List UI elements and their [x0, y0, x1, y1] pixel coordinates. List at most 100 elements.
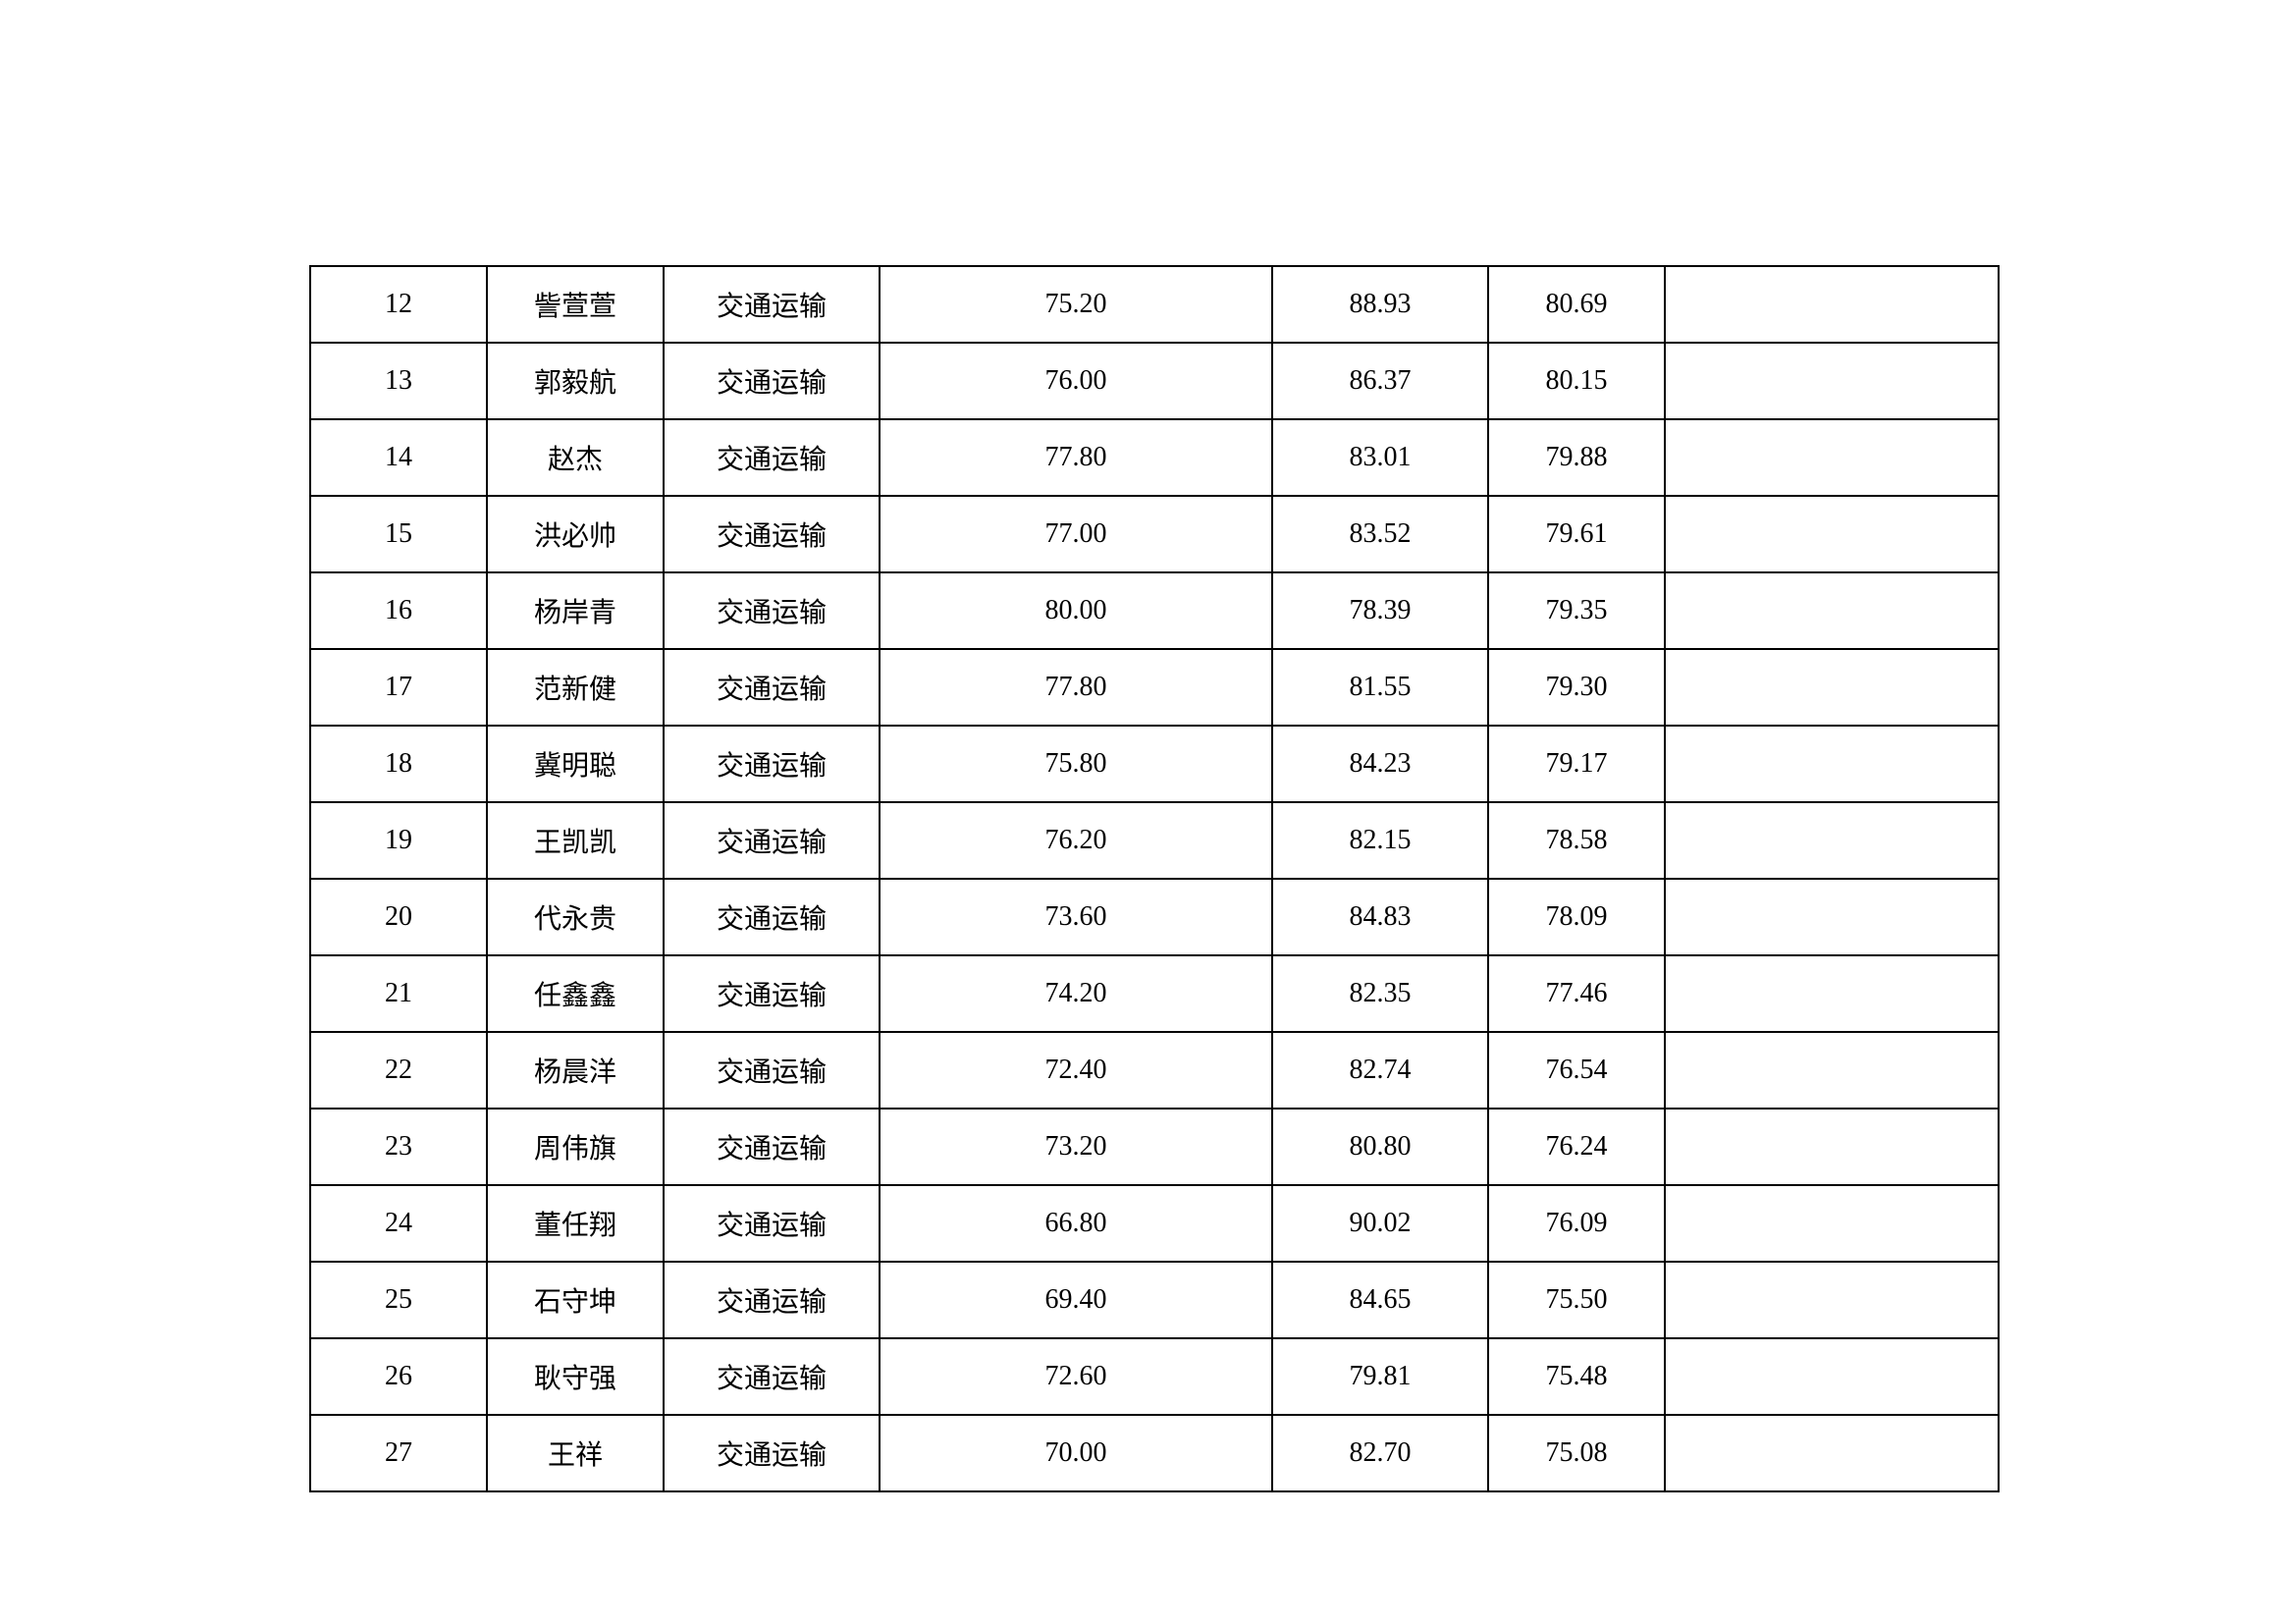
table-cell: 77.80: [880, 649, 1272, 726]
table-cell: 75.20: [880, 266, 1272, 343]
table-cell: 79.17: [1488, 726, 1665, 802]
table-cell: [1665, 419, 1999, 496]
table-row: 23周伟旗交通运输73.2080.8076.24: [310, 1109, 1999, 1185]
table-cell: 18: [310, 726, 487, 802]
table-cell: 25: [310, 1262, 487, 1338]
table-cell: 董任翔: [487, 1185, 664, 1262]
table-cell: 84.65: [1272, 1262, 1488, 1338]
table-cell: 70.00: [880, 1415, 1272, 1491]
table-cell: 88.93: [1272, 266, 1488, 343]
table-cell: 81.55: [1272, 649, 1488, 726]
table-cell: [1665, 649, 1999, 726]
table-cell: 交通运输: [664, 266, 880, 343]
table-cell: 任鑫鑫: [487, 955, 664, 1032]
table-cell: 交通运输: [664, 649, 880, 726]
table-cell: 76.20: [880, 802, 1272, 879]
table-cell: 23: [310, 1109, 487, 1185]
table-cell: [1665, 1262, 1999, 1338]
table-cell: [1665, 1338, 1999, 1415]
table-cell: 76.09: [1488, 1185, 1665, 1262]
table-cell: 66.80: [880, 1185, 1272, 1262]
table-cell: 代永贵: [487, 879, 664, 955]
table-cell: 赵杰: [487, 419, 664, 496]
table-row: 13郭毅航交通运输76.0086.3780.15: [310, 343, 1999, 419]
table-cell: [1665, 955, 1999, 1032]
table-cell: [1665, 1032, 1999, 1109]
table-cell: [1665, 343, 1999, 419]
table-cell: 69.40: [880, 1262, 1272, 1338]
table-cell: 76.00: [880, 343, 1272, 419]
table-body: 12訾萱萱交通运输75.2088.9380.6913郭毅航交通运输76.0086…: [310, 266, 1999, 1491]
table-cell: 76.24: [1488, 1109, 1665, 1185]
table-cell: 73.60: [880, 879, 1272, 955]
table-row: 24董任翔交通运输66.8090.0276.09: [310, 1185, 1999, 1262]
table-cell: 86.37: [1272, 343, 1488, 419]
table-row: 14赵杰交通运输77.8083.0179.88: [310, 419, 1999, 496]
table-cell: 24: [310, 1185, 487, 1262]
table-cell: 75.80: [880, 726, 1272, 802]
table-row: 12訾萱萱交通运输75.2088.9380.69: [310, 266, 1999, 343]
table-row: 18冀明聪交通运输75.8084.2379.17: [310, 726, 1999, 802]
table-cell: 79.35: [1488, 572, 1665, 649]
table-cell: 72.60: [880, 1338, 1272, 1415]
table-cell: 洪必帅: [487, 496, 664, 572]
table-cell: 交通运输: [664, 955, 880, 1032]
table-cell: 14: [310, 419, 487, 496]
table-cell: 交通运输: [664, 1338, 880, 1415]
table-cell: 76.54: [1488, 1032, 1665, 1109]
table-cell: 交通运输: [664, 496, 880, 572]
table-cell: [1665, 572, 1999, 649]
table-cell: 杨岸青: [487, 572, 664, 649]
table-cell: 耿守强: [487, 1338, 664, 1415]
table-cell: 交通运输: [664, 1032, 880, 1109]
table-cell: 交通运输: [664, 419, 880, 496]
table-cell: [1665, 1109, 1999, 1185]
table-cell: 72.40: [880, 1032, 1272, 1109]
table-cell: 75.08: [1488, 1415, 1665, 1491]
table-cell: 15: [310, 496, 487, 572]
table-cell: 26: [310, 1338, 487, 1415]
table-cell: [1665, 1185, 1999, 1262]
table-cell: 77.46: [1488, 955, 1665, 1032]
table-row: 20代永贵交通运输73.6084.8378.09: [310, 879, 1999, 955]
table-cell: 77.00: [880, 496, 1272, 572]
table-cell: 80.00: [880, 572, 1272, 649]
table-cell: [1665, 726, 1999, 802]
table-cell: 79.81: [1272, 1338, 1488, 1415]
table-cell: 80.80: [1272, 1109, 1488, 1185]
table-cell: 交通运输: [664, 1185, 880, 1262]
table-cell: 冀明聪: [487, 726, 664, 802]
table-cell: [1665, 879, 1999, 955]
table-cell: 79.88: [1488, 419, 1665, 496]
table-cell: 27: [310, 1415, 487, 1491]
table-cell: 交通运输: [664, 1262, 880, 1338]
table-cell: 83.52: [1272, 496, 1488, 572]
table-cell: 交通运输: [664, 1415, 880, 1491]
table-cell: 王凯凯: [487, 802, 664, 879]
table-cell: 82.70: [1272, 1415, 1488, 1491]
table-cell: 77.80: [880, 419, 1272, 496]
table-cell: 20: [310, 879, 487, 955]
table-cell: 79.30: [1488, 649, 1665, 726]
table-row: 17范新健交通运输77.8081.5579.30: [310, 649, 1999, 726]
table-cell: 周伟旗: [487, 1109, 664, 1185]
table-cell: 19: [310, 802, 487, 879]
table-cell: 83.01: [1272, 419, 1488, 496]
table-cell: 78.09: [1488, 879, 1665, 955]
table-cell: 84.23: [1272, 726, 1488, 802]
table-cell: 90.02: [1272, 1185, 1488, 1262]
score-table-container: 12訾萱萱交通运输75.2088.9380.6913郭毅航交通运输76.0086…: [309, 265, 1998, 1492]
table-row: 16杨岸青交通运输80.0078.3979.35: [310, 572, 1999, 649]
table-cell: 80.15: [1488, 343, 1665, 419]
table-cell: 王祥: [487, 1415, 664, 1491]
table-cell: 石守坤: [487, 1262, 664, 1338]
table-cell: 75.50: [1488, 1262, 1665, 1338]
table-cell: 郭毅航: [487, 343, 664, 419]
table-row: 19王凯凯交通运输76.2082.1578.58: [310, 802, 1999, 879]
table-cell: 73.20: [880, 1109, 1272, 1185]
table-cell: 80.69: [1488, 266, 1665, 343]
table-cell: 17: [310, 649, 487, 726]
table-cell: 訾萱萱: [487, 266, 664, 343]
table-cell: 范新健: [487, 649, 664, 726]
table-cell: 12: [310, 266, 487, 343]
